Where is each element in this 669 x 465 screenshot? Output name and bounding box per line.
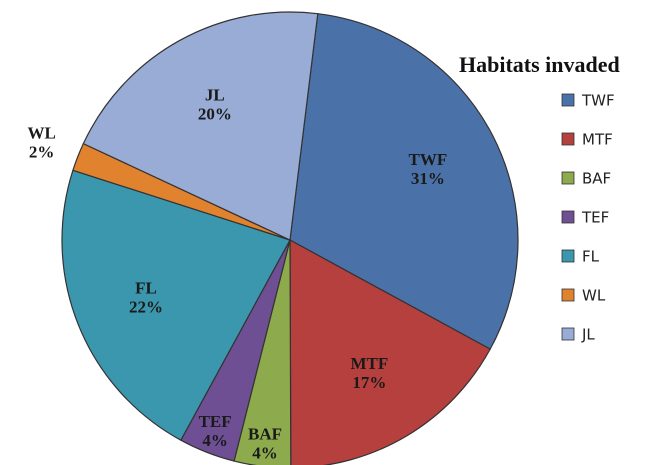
legend-label: TEF <box>581 209 609 227</box>
slice-label: TWF <box>409 150 448 169</box>
legend-label: WL <box>582 287 606 305</box>
slice-label: BAF <box>248 425 282 444</box>
slice-value: 31% <box>411 169 445 188</box>
pie-slice <box>289 13 519 350</box>
slice-label: MTF <box>350 354 388 373</box>
legend-swatch <box>561 249 575 263</box>
slice-label: JL <box>205 85 225 104</box>
legend-swatch <box>561 288 575 302</box>
slice-label: TEF <box>199 412 232 431</box>
legend-label: JL <box>581 326 595 344</box>
legend-swatch <box>561 210 575 224</box>
slice-value: 4% <box>202 431 228 450</box>
pie-slice <box>289 238 491 465</box>
slice-value: 4% <box>252 444 278 463</box>
legend-label: TWF <box>581 92 615 110</box>
legend-swatch <box>561 93 575 107</box>
legend-label: BAF <box>582 170 611 188</box>
slice-label: WL <box>27 124 55 143</box>
slice-value: 22% <box>129 298 163 317</box>
slice-value: 20% <box>198 104 232 123</box>
slice-value: 2% <box>29 143 55 162</box>
pie-slice <box>61 169 291 441</box>
slice-label: FL <box>135 279 157 298</box>
legend-label: FL <box>582 248 600 266</box>
legend-title: Habitats invaded <box>459 52 620 77</box>
legend-label: MTF <box>582 131 613 149</box>
legend-swatch <box>561 171 575 185</box>
pie-slice <box>82 11 319 241</box>
legend-swatch <box>561 132 575 146</box>
slice-value: 17% <box>352 373 386 392</box>
legend-swatch <box>561 327 575 341</box>
